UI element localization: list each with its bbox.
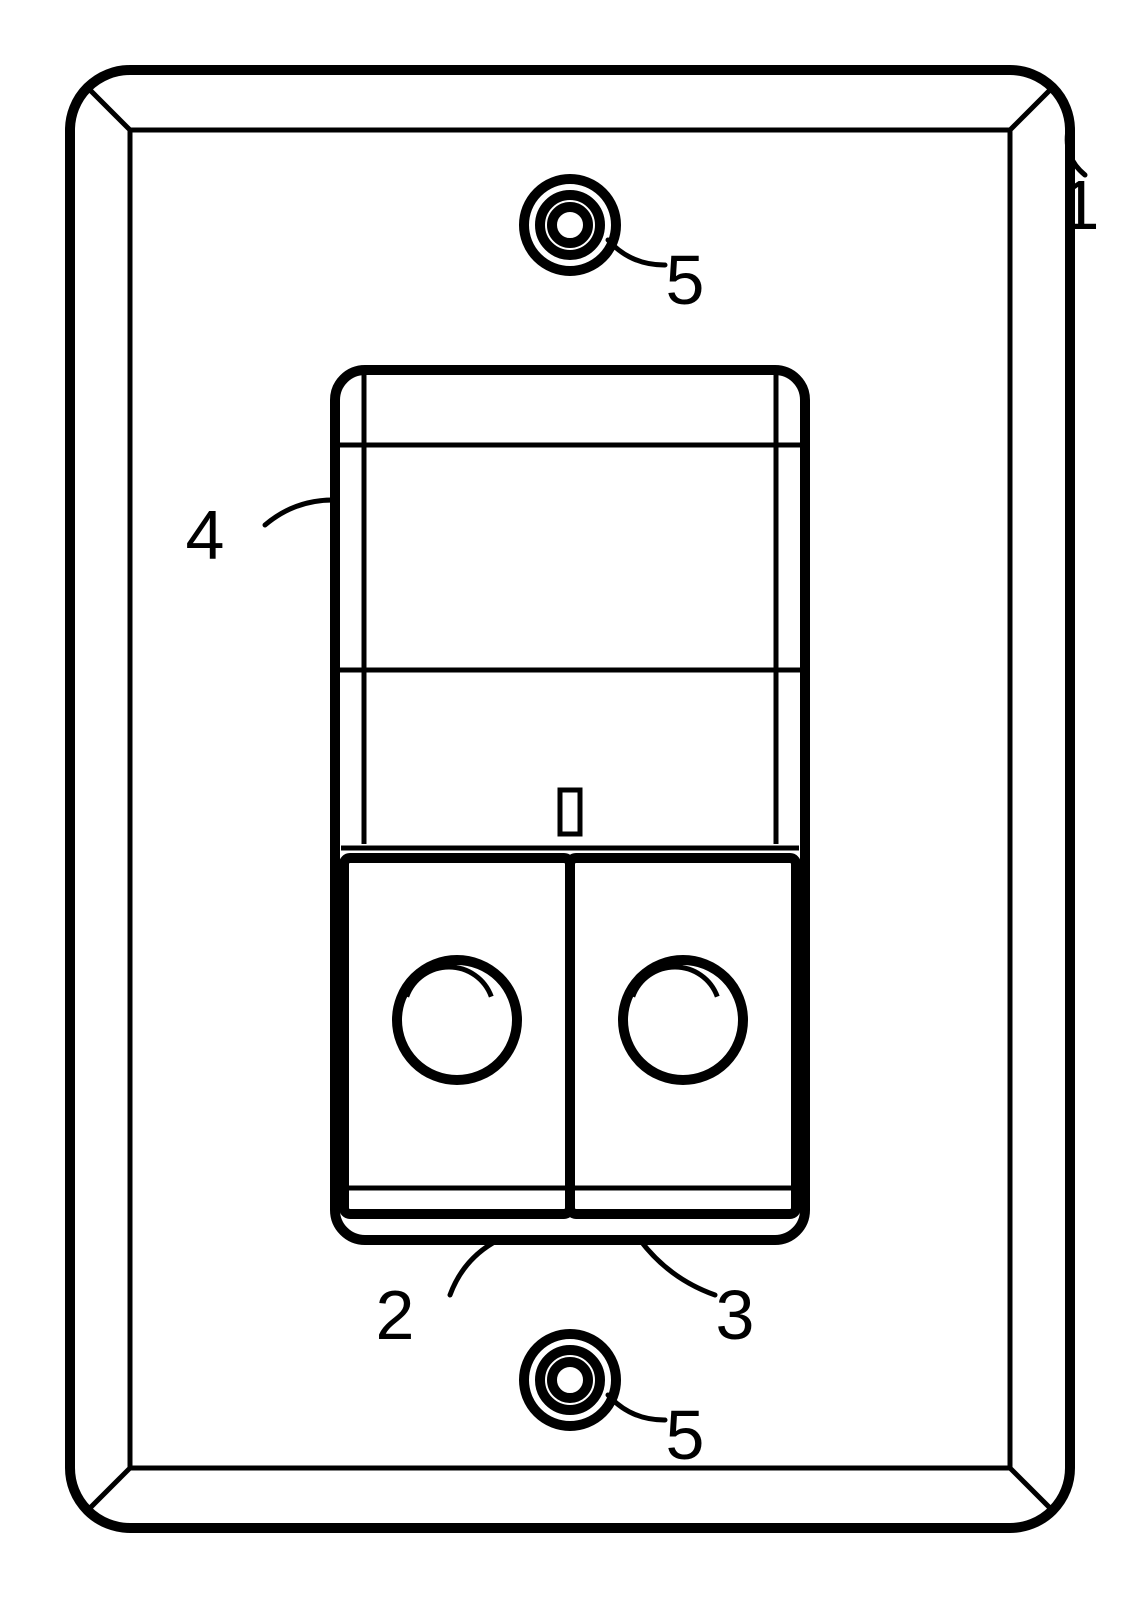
- callout-5-top: 5: [666, 245, 705, 315]
- callout-2: 2: [376, 1280, 415, 1350]
- callout-5-bottom: 5: [666, 1400, 705, 1470]
- callout-1: 1: [1061, 170, 1100, 240]
- figure-stage: 1 4 2 3 5 5: [0, 0, 1139, 1612]
- callout-4: 4: [186, 500, 225, 570]
- callout-3: 3: [716, 1280, 755, 1350]
- patent-figure: [0, 0, 1139, 1612]
